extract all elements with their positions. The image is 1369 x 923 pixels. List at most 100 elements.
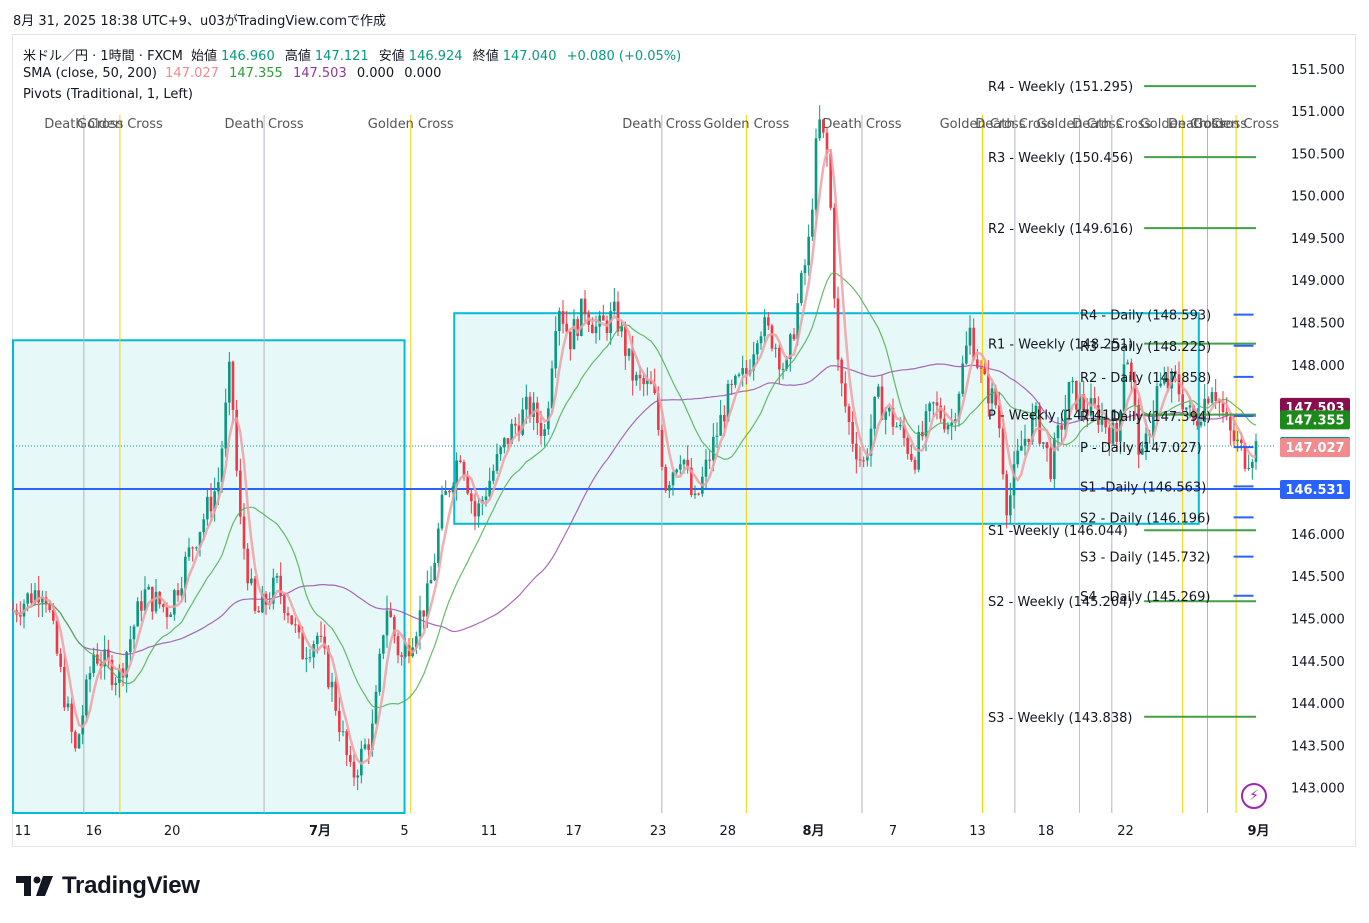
golden-cross-label: Golden Cross bbox=[1140, 117, 1226, 132]
candle-body bbox=[580, 298, 583, 337]
candle-body bbox=[939, 405, 942, 419]
candle-body bbox=[338, 710, 341, 733]
price-badge bbox=[1280, 410, 1350, 430]
candle-body bbox=[792, 334, 796, 340]
candle-body bbox=[198, 532, 202, 548]
candle-body bbox=[569, 331, 572, 350]
candle-body bbox=[393, 617, 396, 637]
candle-body bbox=[627, 348, 631, 356]
candle-body bbox=[70, 703, 73, 732]
candle-body bbox=[63, 666, 66, 708]
sma-label[interactable]: SMA (close, 50, 200) bbox=[23, 66, 158, 81]
symbol-label[interactable]: 米ドル／円 · 1時間 · FXCM bbox=[23, 49, 183, 64]
candle-body bbox=[66, 703, 70, 708]
price-badge-label: 146.531 bbox=[1285, 483, 1344, 498]
candle-body bbox=[154, 591, 158, 612]
daily-pivot-label: S4 - Daily (145.269) bbox=[1080, 590, 1210, 605]
sma-slow-line bbox=[12, 363, 1257, 656]
candle-body bbox=[822, 119, 825, 133]
death-cross-label: Death Cross bbox=[822, 117, 901, 132]
price-tick-label: 148.500 bbox=[1291, 317, 1345, 332]
candle-body bbox=[88, 673, 92, 680]
daily-pivot-label: S2 - Daily (146.196) bbox=[1080, 511, 1210, 526]
candle-body bbox=[554, 331, 557, 369]
candle-body bbox=[767, 317, 770, 326]
candle-body bbox=[990, 388, 994, 404]
low-label: 安値 bbox=[378, 49, 405, 64]
candle-body bbox=[829, 153, 832, 208]
candle-body bbox=[528, 396, 532, 417]
candle-body bbox=[602, 315, 605, 321]
candle-body bbox=[418, 610, 422, 637]
candle-body bbox=[96, 654, 99, 664]
candle-body bbox=[415, 636, 418, 648]
candle-body bbox=[565, 323, 568, 332]
candle-body bbox=[1170, 371, 1173, 389]
candle-body bbox=[594, 326, 598, 334]
candle-body bbox=[400, 655, 403, 657]
candle-body bbox=[1104, 416, 1107, 428]
time-tick-label: 11 bbox=[15, 824, 32, 839]
candle-body bbox=[679, 464, 682, 470]
price-tick-label: 148.000 bbox=[1291, 359, 1345, 374]
candle-body bbox=[1049, 448, 1052, 479]
candle-body bbox=[165, 606, 169, 618]
golden-cross-label: Golden Cross bbox=[940, 117, 1026, 132]
candle-body bbox=[675, 469, 678, 473]
sma-fast-line bbox=[12, 148, 1257, 766]
price-tick-label: 145.500 bbox=[1291, 570, 1345, 585]
death-cross-label: Death Cross bbox=[225, 117, 304, 132]
candle-body bbox=[1163, 378, 1166, 384]
time-tick-label: 7月 bbox=[309, 824, 331, 839]
candle-body bbox=[1100, 416, 1104, 425]
candle-body bbox=[1122, 364, 1126, 412]
death-cross-label: Death Cross bbox=[44, 117, 123, 132]
candle-body bbox=[140, 601, 143, 611]
candle-body bbox=[693, 493, 697, 496]
candle-body bbox=[558, 311, 561, 332]
lightning-icon[interactable]: ⚡ bbox=[1241, 783, 1267, 809]
weekly-pivot-label: R3 - Weekly (150.456) bbox=[988, 151, 1133, 166]
price-badge bbox=[1280, 438, 1350, 458]
candle-body bbox=[19, 614, 22, 617]
candle-body bbox=[389, 610, 392, 618]
candle-body bbox=[1240, 439, 1243, 444]
time-tick-label: 17 bbox=[565, 824, 582, 839]
daily-pivot-label: R4 - Daily (148.593) bbox=[1080, 309, 1211, 324]
sma-value-fast: 147.027 bbox=[165, 66, 219, 81]
golden-cross-label: Golden Cross bbox=[77, 117, 163, 132]
snapshot-info: 8月 31, 2025 18:38 UTC+9、u03がTradingView.… bbox=[13, 14, 386, 29]
candle-body bbox=[1155, 386, 1159, 414]
candle-body bbox=[107, 649, 110, 660]
candle-body bbox=[1045, 442, 1049, 449]
daily-pivot-label: R2 - Daily (147.858) bbox=[1080, 371, 1211, 386]
candle-body bbox=[176, 590, 180, 596]
candle-body bbox=[279, 575, 282, 596]
sma-value-slow: 147.503 bbox=[292, 66, 347, 81]
time-tick-label: 13 bbox=[969, 824, 986, 839]
candle-body bbox=[877, 386, 880, 397]
candle-body bbox=[433, 562, 436, 581]
time-tick-label: 11 bbox=[481, 824, 498, 839]
candle-body bbox=[1159, 383, 1162, 387]
candle-body bbox=[635, 374, 638, 381]
candle-body bbox=[1067, 382, 1071, 410]
candle-body bbox=[660, 429, 664, 467]
candle-body bbox=[921, 431, 924, 437]
candle-body bbox=[682, 459, 686, 465]
candle-body bbox=[378, 653, 381, 692]
candle-body bbox=[466, 475, 469, 494]
candle-body bbox=[851, 422, 854, 444]
candle-body bbox=[1086, 410, 1089, 416]
candle-body bbox=[561, 311, 565, 324]
candle-body bbox=[224, 402, 227, 449]
candle-body bbox=[470, 493, 473, 502]
pivots-label[interactable]: Pivots (Traditional, 1, Left) bbox=[23, 87, 193, 102]
candle-body bbox=[506, 438, 510, 444]
candle-body bbox=[305, 658, 308, 660]
candle-body bbox=[576, 319, 579, 337]
candle-body bbox=[330, 681, 334, 688]
candle-body bbox=[356, 775, 359, 778]
candle-body bbox=[935, 402, 939, 406]
